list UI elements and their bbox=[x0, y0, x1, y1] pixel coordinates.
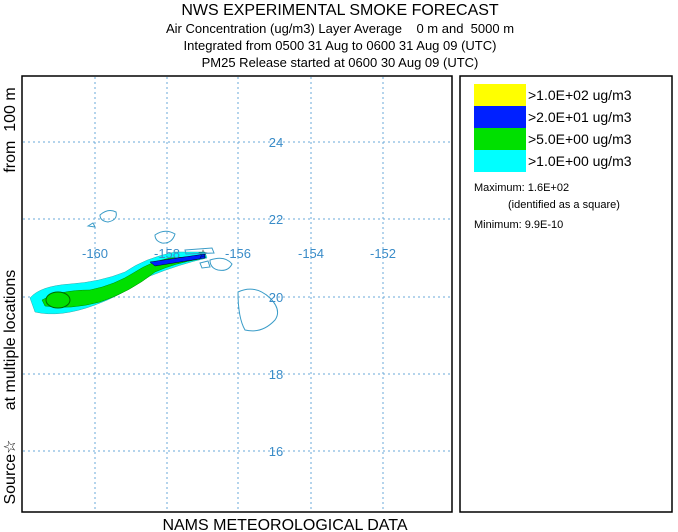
plume-green-core bbox=[45, 291, 71, 309]
legend-maximum: Maximum: 1.6E+02 bbox=[474, 182, 569, 194]
longitude-label: -156 bbox=[225, 246, 251, 261]
title: NWS EXPERIMENTAL SMOKE FORECAST bbox=[181, 2, 499, 19]
legend-label: >1.0E+00 ug/m3 bbox=[528, 153, 632, 169]
source-marker: ☆ bbox=[198, 247, 209, 261]
longitude-label: -158 bbox=[154, 246, 180, 261]
longitude-label: -154 bbox=[298, 246, 324, 261]
longitude-label: -160 bbox=[82, 246, 108, 261]
side-label: Source☆ bbox=[2, 439, 19, 504]
legend-label: >5.0E+00 ug/m3 bbox=[528, 131, 632, 147]
latitude-label: 22 bbox=[269, 212, 283, 227]
side-label: at multiple locations bbox=[2, 270, 19, 411]
legend: >1.0E+02 ug/m3 >2.0E+01 ug/m3 >5.0E+00 u… bbox=[459, 75, 673, 513]
latitude-label: 16 bbox=[269, 444, 283, 459]
side-label: from 100 m bbox=[2, 87, 19, 172]
legend-note: (identified as a square) bbox=[508, 199, 620, 211]
legend-swatch bbox=[474, 150, 526, 172]
latitude-label: 20 bbox=[269, 290, 283, 305]
map: ☆ -160 -158 -156 -154 -152 24 22 20 18 16 bbox=[21, 75, 453, 513]
latitude-label: 18 bbox=[269, 367, 283, 382]
latitude-label: 24 bbox=[269, 135, 283, 150]
legend-label: >2.0E+01 ug/m3 bbox=[528, 109, 632, 125]
subtitle: PM25 Release started at 0600 30 Aug 09 (… bbox=[202, 55, 479, 70]
legend-label: >1.0E+02 ug/m3 bbox=[528, 87, 632, 103]
plume-blue bbox=[149, 253, 206, 267]
legend-swatch bbox=[474, 84, 526, 106]
legend-swatch bbox=[474, 128, 526, 150]
legend-swatch bbox=[474, 106, 526, 128]
islands bbox=[86, 210, 279, 332]
footer: NAMS METEOROLOGICAL DATA bbox=[162, 517, 407, 532]
longitude-label: -152 bbox=[370, 246, 396, 261]
subtitle: Air Concentration (ug/m3) Layer Average … bbox=[166, 21, 514, 36]
subtitle: Integrated from 0500 31 Aug to 0600 31 A… bbox=[184, 38, 497, 53]
legend-minimum: Minimum: 9.9E-10 bbox=[474, 219, 563, 231]
